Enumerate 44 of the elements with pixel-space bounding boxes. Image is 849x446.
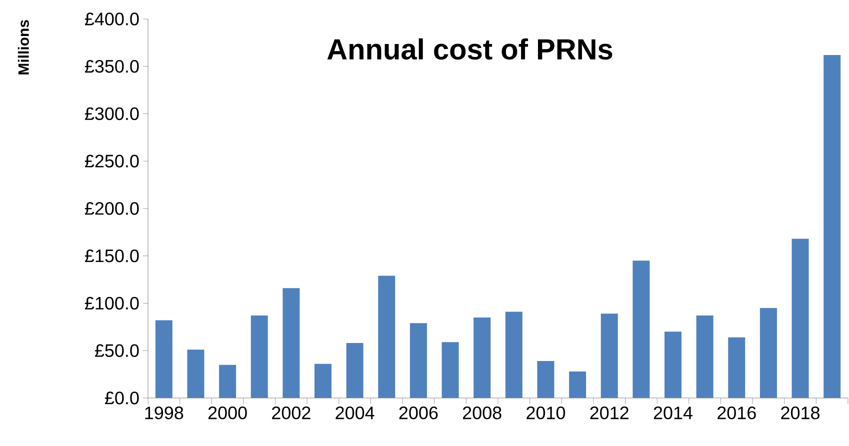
x-tick-label: 2000 [208, 406, 247, 420]
x-tick-label: 2010 [526, 406, 566, 420]
x-tick-label: 2016 [718, 406, 756, 420]
y-tick-label: £300.0 [84, 107, 139, 120]
bar [282, 288, 300, 398]
x-tick-label: 2004 [336, 406, 374, 420]
x-tick-label: 2018 [781, 406, 820, 420]
bar [442, 342, 459, 398]
x-tick-label: 2012 [590, 406, 628, 420]
x-tick-label: 1998 [145, 406, 184, 420]
bar [537, 361, 554, 398]
y-tick-label: £400.0 [84, 12, 139, 26]
bar [632, 260, 650, 398]
y-tick-label: £0.0 [104, 392, 139, 404]
bar [219, 364, 236, 398]
bar [314, 364, 332, 398]
x-tick-label: 2002 [272, 406, 310, 420]
x-tick-label: 2006 [399, 406, 438, 420]
y-tick-label: £200.0 [84, 202, 139, 215]
x-tick-label: 2014 [654, 406, 692, 420]
bar [728, 337, 746, 398]
bar [378, 276, 396, 398]
y-axis-title: Millions [18, 20, 29, 74]
bar [824, 54, 841, 398]
y-tick-label: £150.0 [84, 249, 139, 262]
y-tick-label: £100.0 [84, 296, 139, 310]
bar [187, 350, 204, 398]
bar [474, 317, 491, 398]
y-tick-label: £250.0 [84, 154, 139, 168]
bar [346, 343, 364, 398]
bar [600, 314, 618, 398]
bar [664, 332, 682, 398]
bar [760, 308, 777, 398]
bar [696, 316, 714, 398]
bar [792, 238, 809, 398]
text: Annual cost of PRNs [327, 38, 612, 60]
bar [410, 323, 427, 398]
y-tick-label: £350.0 [84, 60, 139, 73]
bar [569, 371, 586, 398]
bar [155, 320, 172, 398]
bar [250, 316, 268, 398]
y-tick-label: £50.0 [94, 344, 139, 357]
x-tick-label: 2008 [462, 406, 502, 420]
bar [505, 312, 522, 398]
